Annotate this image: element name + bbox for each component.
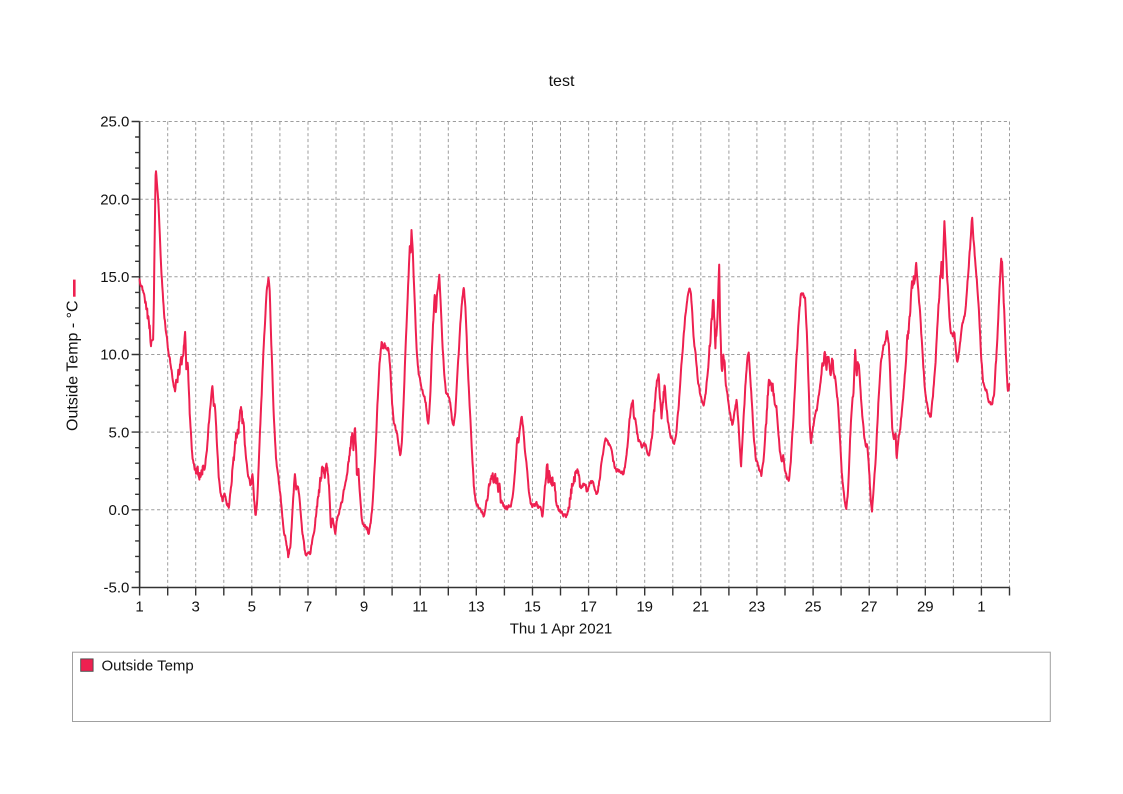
svg-text:13: 13 [468,599,485,616]
svg-text:Outside Temp: Outside Temp [102,658,194,675]
svg-text:0.0: 0.0 [109,502,130,519]
svg-text:29: 29 [917,599,934,616]
svg-text:17: 17 [580,599,597,616]
svg-text:23: 23 [749,599,766,616]
svg-text:3: 3 [192,599,200,616]
svg-text:1: 1 [977,599,985,616]
svg-text:1: 1 [135,599,143,616]
svg-text:-5.0: -5.0 [104,580,130,597]
svg-text:27: 27 [861,599,878,616]
svg-text:15: 15 [524,599,541,616]
svg-text:Thu 1 Apr 2021: Thu 1 Apr 2021 [510,621,613,638]
svg-text:19: 19 [636,599,653,616]
svg-text:Outside Temp - °C: Outside Temp - °C [65,300,82,431]
svg-text:20.0: 20.0 [100,191,129,208]
svg-text:21: 21 [692,599,709,616]
svg-text:5: 5 [248,599,256,616]
svg-text:10.0: 10.0 [100,347,129,364]
svg-text:7: 7 [304,599,312,616]
svg-text:25: 25 [805,599,822,616]
svg-text:25.0: 25.0 [100,114,129,131]
svg-text:9: 9 [360,599,368,616]
svg-text:15.0: 15.0 [100,269,129,286]
svg-text:5.0: 5.0 [109,424,130,441]
svg-text:test: test [549,73,575,90]
svg-text:11: 11 [412,599,428,616]
